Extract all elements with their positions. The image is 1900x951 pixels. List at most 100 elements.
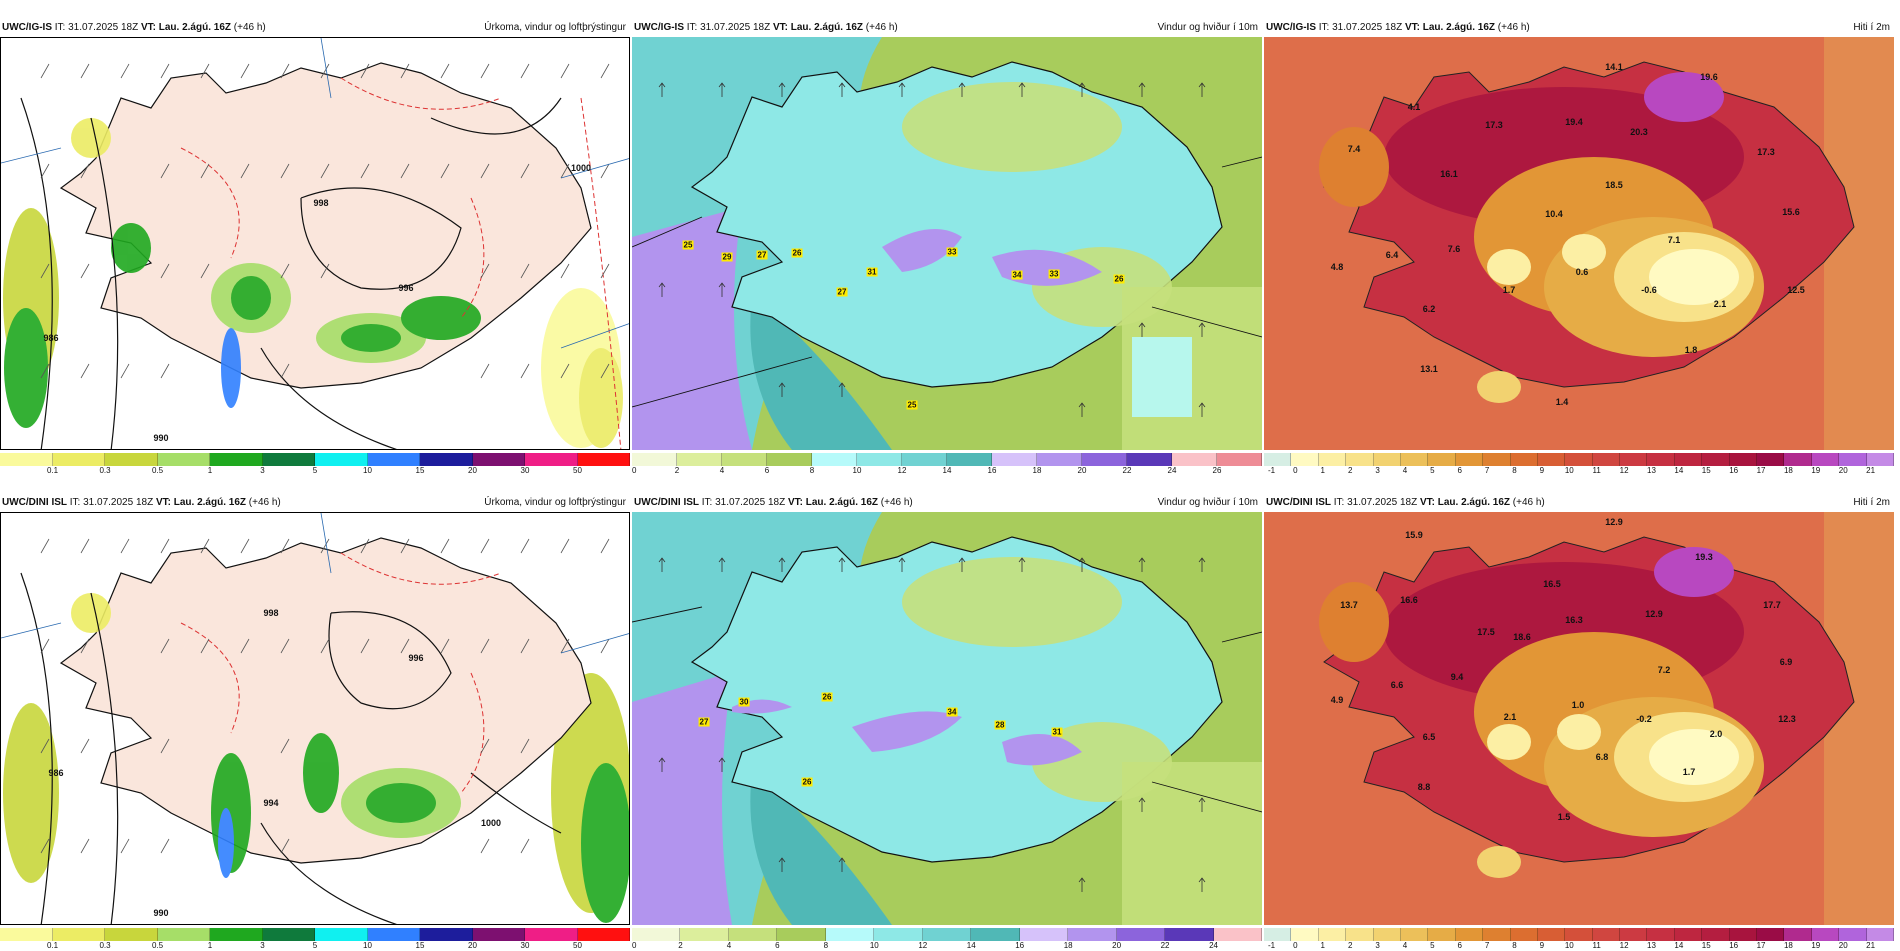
colorbar-swatch bbox=[262, 928, 315, 941]
colorbar-tick-label: 20 bbox=[1112, 941, 1122, 950]
colorbar-tick-label: 3 bbox=[260, 941, 265, 950]
pressure-label: 998 bbox=[263, 608, 279, 618]
panel-title: UWC/IG-IS IT: 31.07.2025 18Z VT: Lau. 2.… bbox=[1266, 20, 1892, 36]
gust-label: 34 bbox=[946, 707, 958, 717]
colorbar-tick-label: 11 bbox=[1592, 466, 1601, 475]
colorbar-swatch bbox=[1213, 928, 1263, 941]
model-name: UWC/IG-IS bbox=[2, 22, 52, 33]
temp-label: -0.2 bbox=[1636, 714, 1652, 724]
colorbar-swatch bbox=[262, 453, 315, 466]
gust-label: 31 bbox=[866, 267, 878, 277]
pressure-label: 990 bbox=[153, 908, 169, 918]
colorbar-swatch bbox=[420, 453, 473, 466]
colorbar-swatch bbox=[315, 928, 368, 941]
colorbar-swatch bbox=[1729, 453, 1758, 466]
temp-label: -0.6 bbox=[1641, 285, 1657, 295]
colorbar-swatch bbox=[1647, 928, 1675, 941]
colorbar-tick-label: 3 bbox=[260, 466, 265, 475]
pressure-label: 994 bbox=[263, 798, 279, 808]
colorbar-tick-label: 20 bbox=[1838, 466, 1848, 475]
temp-label: 13.1 bbox=[1420, 364, 1438, 374]
gust-label: 33 bbox=[1048, 269, 1060, 279]
temp-label: 2.1 bbox=[1713, 299, 1727, 309]
panel-title: UWC/IG-IS IT: 31.07.2025 18Z VT: Lau. 2.… bbox=[2, 20, 628, 36]
temp-label: 17.3 bbox=[1485, 120, 1503, 130]
pressure-label: 996 bbox=[398, 283, 414, 293]
valid-time: VT: Lau. 2.ágú. 16Z bbox=[155, 497, 246, 508]
colorbar-swatch bbox=[1264, 928, 1292, 941]
pressure-label: 1000 bbox=[570, 163, 592, 173]
colorbar-swatch bbox=[1866, 453, 1894, 466]
temp-label: 6.9 bbox=[1779, 657, 1793, 667]
temp-label: 16.3 bbox=[1565, 615, 1583, 625]
colorbar-swatch bbox=[1839, 453, 1867, 466]
colorbar-tick-label: 5 bbox=[1430, 466, 1435, 475]
panel-title: UWC/IG-IS IT: 31.07.2025 18Z VT: Lau. 2.… bbox=[634, 20, 1260, 36]
precip-colorbar bbox=[0, 928, 630, 941]
gust-label: 26 bbox=[821, 692, 833, 702]
colorbar-swatch bbox=[1172, 453, 1217, 466]
colorbar-tick-label: 50 bbox=[573, 466, 582, 475]
colorbar-tick-label: 9 bbox=[1539, 466, 1545, 475]
colorbar-tick-label: 8 bbox=[1512, 466, 1517, 475]
colorbar-swatch bbox=[0, 928, 53, 941]
temp-label: 16.5 bbox=[1543, 579, 1561, 589]
temp-label: 2.0 bbox=[1709, 729, 1723, 739]
precip-panel-bottom: UWC/DINI ISL IT: 31.07.2025 18Z VT: Lau.… bbox=[0, 495, 630, 950]
colorbar-tick-label: 0 bbox=[632, 466, 637, 475]
colorbar-swatch bbox=[1729, 928, 1758, 941]
colorbar-tick-label: 6 bbox=[764, 466, 770, 475]
colorbar-tick-label: 0 bbox=[1293, 941, 1298, 950]
precip-panel-top: UWC/IG-IS IT: 31.07.2025 18Z VT: Lau. 2.… bbox=[0, 20, 630, 475]
colorbar-tick-label: 10 bbox=[363, 466, 372, 475]
precip-map: 986 990 994 996 998 1000 bbox=[0, 512, 630, 925]
colorbar-tick-label: 10 bbox=[363, 941, 372, 950]
valid-time: VT: Lau. 2.ágú. 16Z bbox=[1404, 22, 1495, 33]
colorbar-tick-label: 4 bbox=[726, 941, 732, 950]
colorbar-swatch bbox=[420, 928, 473, 941]
colorbar-tick-label: 3 bbox=[1375, 941, 1380, 950]
colorbar-tick-label: 4 bbox=[719, 466, 725, 475]
colorbar-swatch bbox=[210, 453, 263, 466]
colorbar-tick-label: 0.1 bbox=[46, 941, 59, 950]
colorbar-swatch bbox=[1127, 453, 1172, 466]
temp-label: 8.8 bbox=[1417, 782, 1431, 792]
colorbar-swatch bbox=[1400, 928, 1429, 941]
colorbar-swatch bbox=[1291, 928, 1319, 941]
temp-label: 1.8 bbox=[1684, 345, 1698, 355]
colorbar-swatch bbox=[767, 453, 812, 466]
colorbar-swatch bbox=[577, 928, 630, 941]
wind-colorbar bbox=[632, 453, 1262, 466]
colorbar-tick-label: 18 bbox=[1783, 941, 1793, 950]
pressure-label: 996 bbox=[408, 653, 424, 663]
valid-time: VT: Lau. 2.ágú. 16Z bbox=[1419, 497, 1510, 508]
model-name: UWC/IG-IS bbox=[634, 22, 684, 33]
colorbar-swatch bbox=[874, 928, 923, 941]
colorbar-swatch bbox=[1428, 453, 1456, 466]
temp-label: 1.0 bbox=[1571, 700, 1585, 710]
wind-map: 25 29 27 26 27 31 33 34 33 26 25 bbox=[632, 37, 1262, 450]
colorbar-tick-label: 0 bbox=[1293, 466, 1298, 475]
temp-label: 18.5 bbox=[1605, 180, 1623, 190]
colorbar-swatch bbox=[922, 928, 972, 941]
temp-label: 15.6 bbox=[1782, 207, 1800, 217]
colorbar-tick-label: 24 bbox=[1167, 466, 1177, 475]
temp-colorbar bbox=[1264, 928, 1894, 941]
colorbar-tick-label: 6 bbox=[1457, 941, 1462, 950]
field-title: Hiti í 2m bbox=[1853, 22, 1890, 33]
colorbar-swatch bbox=[525, 453, 578, 466]
colorbar-tick-label: 15 bbox=[1701, 466, 1711, 475]
precip-colorbar-ticks: 0.1 0.3 0.5 1 3 5 10 15 20 30 50 bbox=[0, 941, 630, 951]
gust-label: 27 bbox=[836, 287, 848, 297]
colorbar-swatch bbox=[52, 453, 105, 466]
temp-label: 4.9 bbox=[1330, 695, 1344, 705]
colorbar-tick-label: 8 bbox=[809, 466, 815, 475]
temp-map: 14.1 19.6 4.1 17.3 19.4 20.3 7.4 16.1 18… bbox=[1264, 37, 1894, 450]
temp-label: 12.5 bbox=[1787, 285, 1805, 295]
colorbar-tick-label: 10 bbox=[869, 941, 879, 950]
colorbar-swatch bbox=[1674, 928, 1703, 941]
colorbar-tick-label: 21 bbox=[1866, 941, 1876, 950]
temp-label: 19.4 bbox=[1565, 117, 1583, 127]
colorbar-tick-label: 15 bbox=[1701, 941, 1711, 950]
colorbar-tick-label: 17 bbox=[1756, 466, 1766, 475]
